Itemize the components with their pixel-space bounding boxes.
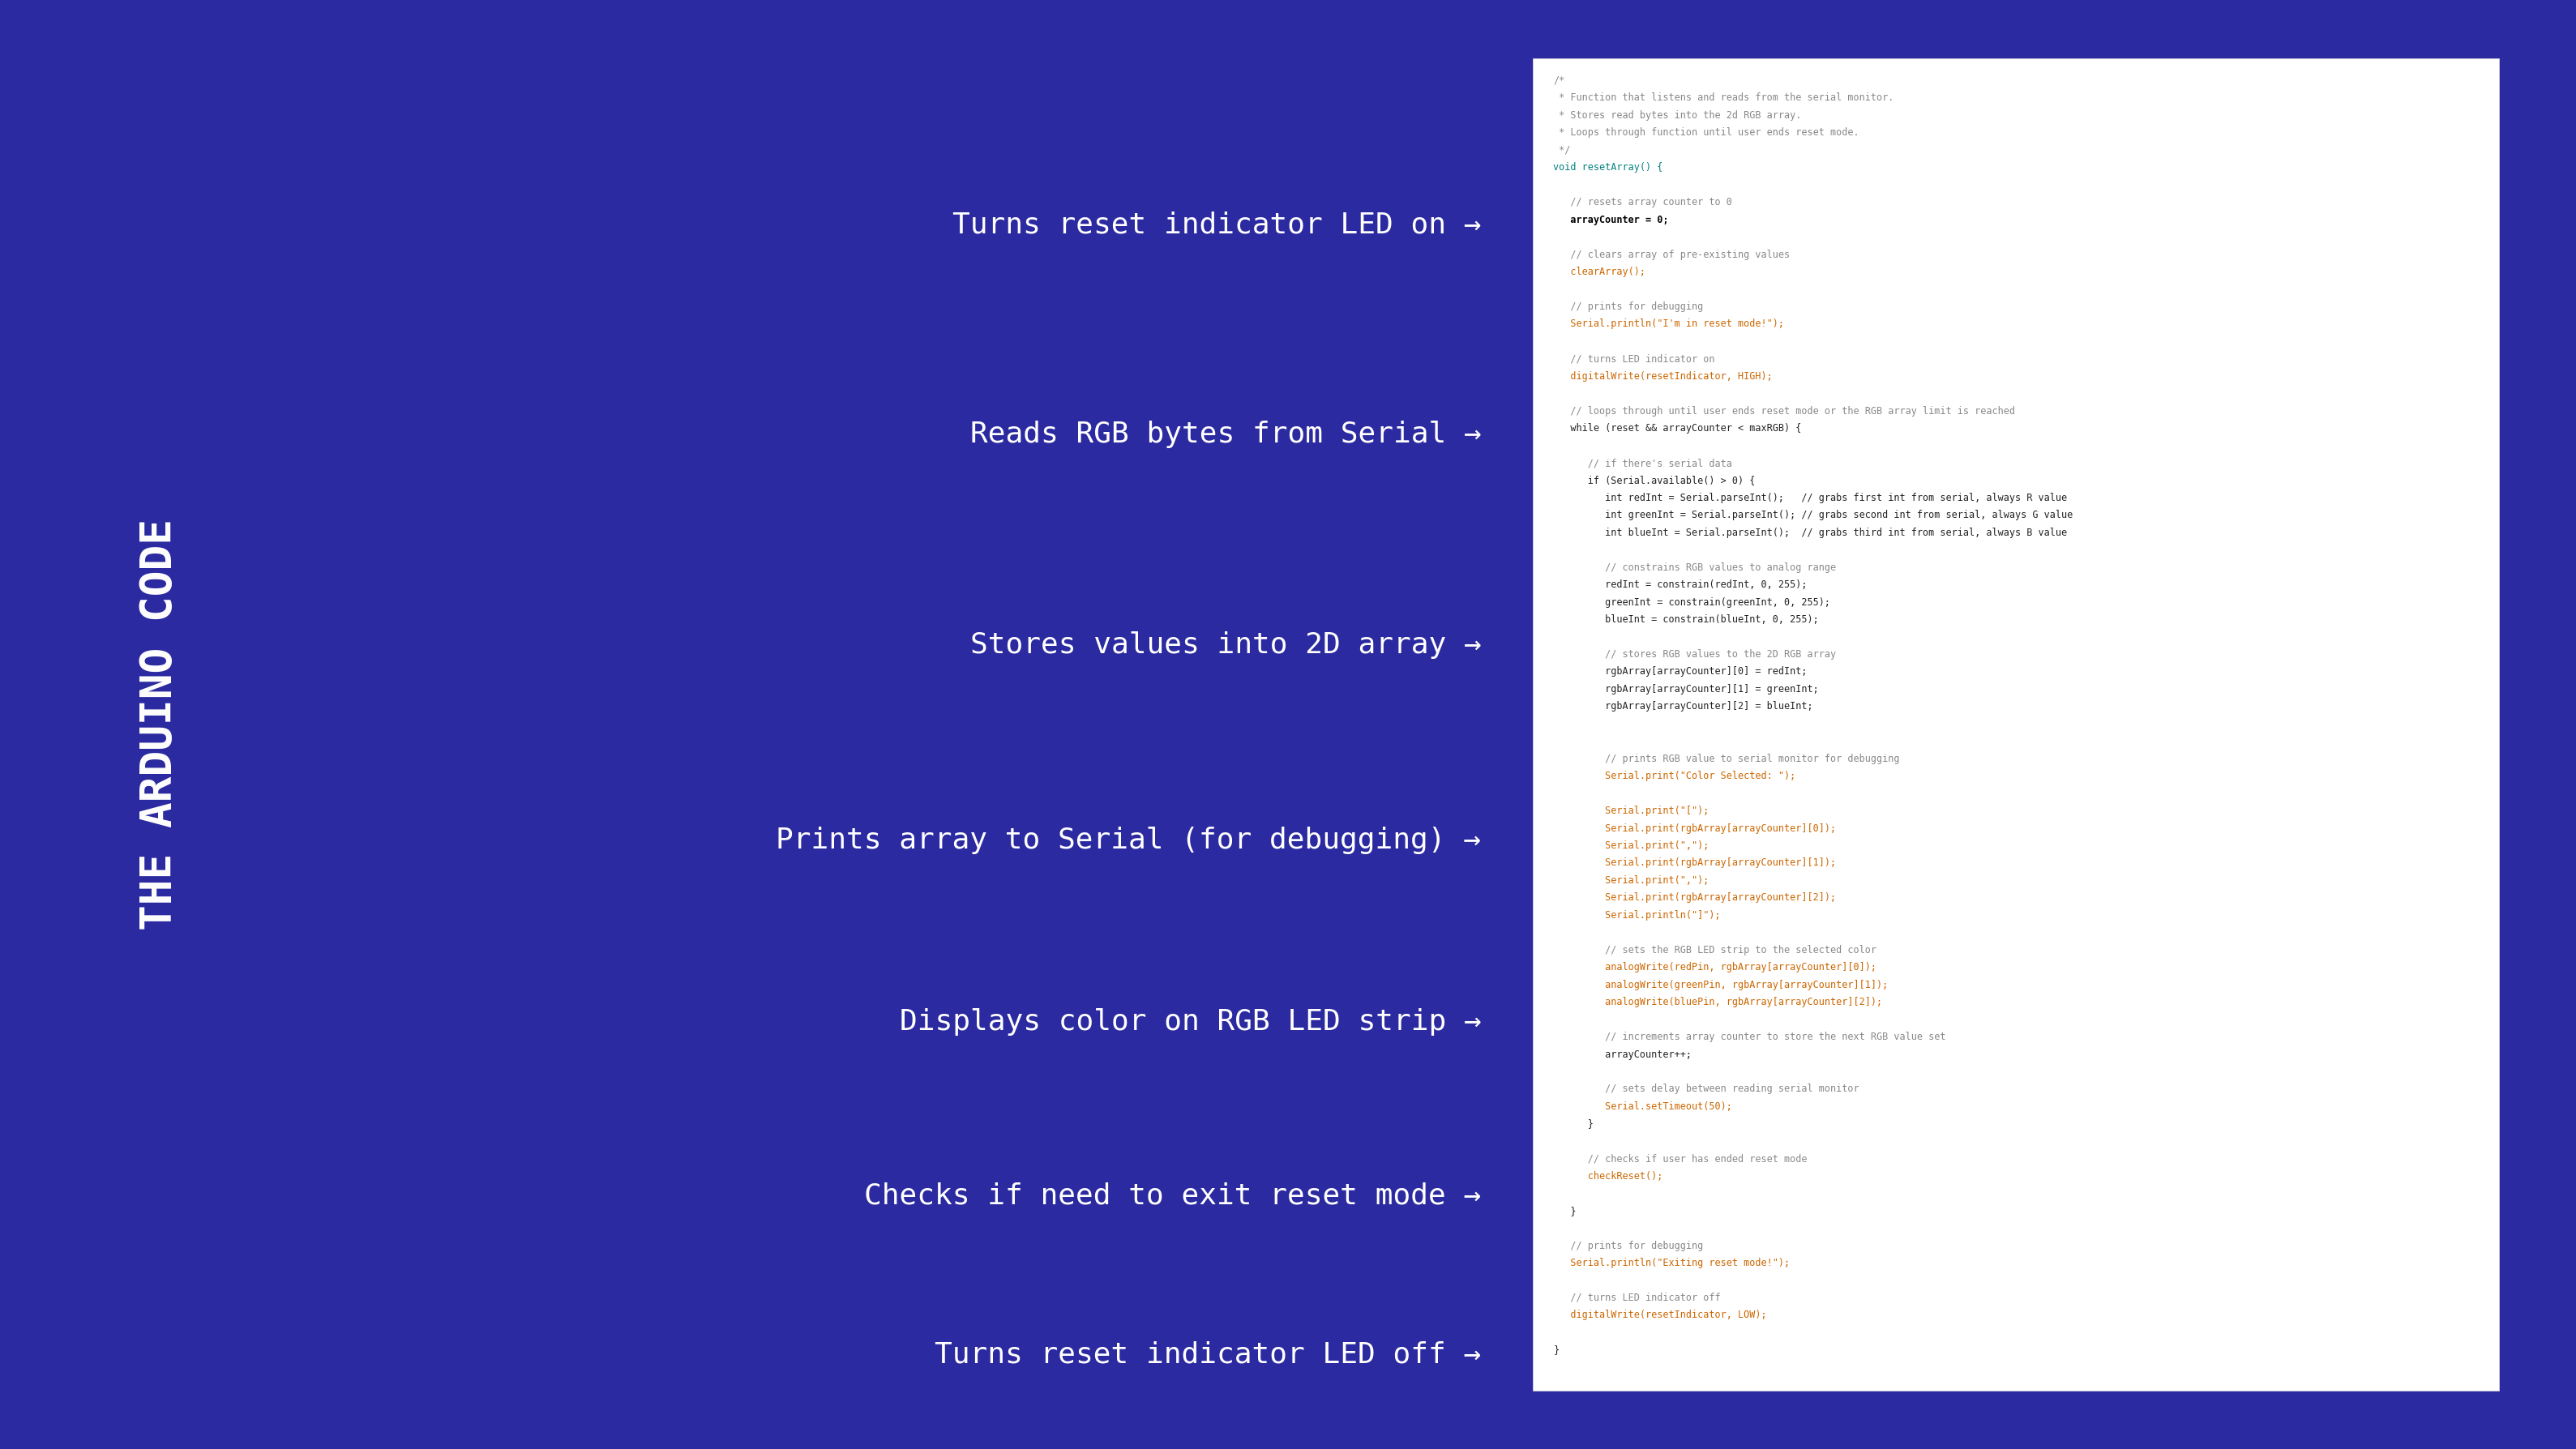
- Text: * Stores read bytes into the 2d RGB array.: * Stores read bytes into the 2d RGB arra…: [1553, 110, 1801, 120]
- Text: while (reset && arrayCounter < maxRGB) {: while (reset && arrayCounter < maxRGB) {: [1553, 423, 1801, 433]
- Text: // checks if user has ended reset mode: // checks if user has ended reset mode: [1553, 1153, 1808, 1164]
- Text: int redInt = Serial.parseInt();   // grabs first int from serial, always R value: int redInt = Serial.parseInt(); // grabs…: [1553, 493, 2069, 503]
- Text: // stores RGB values to the 2D RGB array: // stores RGB values to the 2D RGB array: [1553, 649, 1837, 659]
- Text: THE ARDUINO CODE: THE ARDUINO CODE: [139, 519, 180, 930]
- Text: }: }: [1553, 1119, 1595, 1129]
- Text: }: }: [1553, 1206, 1577, 1216]
- Text: Serial.print(rgbArray[arrayCounter][2]);: Serial.print(rgbArray[arrayCounter][2]);: [1553, 893, 1837, 903]
- Text: Checks if need to exit reset mode →: Checks if need to exit reset mode →: [863, 1181, 1481, 1210]
- Text: // clears array of pre-existing values: // clears array of pre-existing values: [1553, 249, 1790, 259]
- Text: */: */: [1553, 145, 1571, 155]
- Text: Serial.print(",");: Serial.print(",");: [1553, 840, 1710, 851]
- Text: // turns LED indicator off: // turns LED indicator off: [1553, 1293, 1721, 1303]
- Text: digitalWrite(resetIndicator, HIGH);: digitalWrite(resetIndicator, HIGH);: [1553, 371, 1772, 381]
- Text: Serial.print(rgbArray[arrayCounter][0]);: Serial.print(rgbArray[arrayCounter][0]);: [1553, 823, 1837, 833]
- Text: digitalWrite(resetIndicator, LOW);: digitalWrite(resetIndicator, LOW);: [1553, 1310, 1767, 1320]
- Text: blueInt = constrain(blueInt, 0, 255);: blueInt = constrain(blueInt, 0, 255);: [1553, 614, 1819, 625]
- Text: }: }: [1553, 1345, 1558, 1355]
- Text: Displays color on RGB LED strip →: Displays color on RGB LED strip →: [899, 1007, 1481, 1036]
- Text: // prints RGB value to serial monitor for debugging: // prints RGB value to serial monitor fo…: [1553, 753, 1901, 764]
- Text: Serial.print(",");: Serial.print(",");: [1553, 875, 1710, 885]
- Text: rgbArray[arrayCounter][1] = greenInt;: rgbArray[arrayCounter][1] = greenInt;: [1553, 684, 1819, 694]
- Text: * Loops through function until user ends reset mode.: * Loops through function until user ends…: [1553, 128, 1860, 138]
- Text: // prints for debugging: // prints for debugging: [1553, 301, 1703, 312]
- Text: int blueInt = Serial.parseInt();  // grabs third int from serial, always B value: int blueInt = Serial.parseInt(); // grab…: [1553, 527, 2069, 538]
- Text: Prints array to Serial (for debugging) →: Prints array to Serial (for debugging) →: [775, 826, 1481, 855]
- Text: // sets delay between reading serial monitor: // sets delay between reading serial mon…: [1553, 1084, 1860, 1094]
- Text: if (Serial.available() > 0) {: if (Serial.available() > 0) {: [1553, 475, 1754, 485]
- Text: Stores values into 2D array →: Stores values into 2D array →: [971, 630, 1481, 659]
- Text: Serial.setTimeout(50);: Serial.setTimeout(50);: [1553, 1101, 1734, 1111]
- Text: analogWrite(redPin, rgbArray[arrayCounter][0]);: analogWrite(redPin, rgbArray[arrayCounte…: [1553, 962, 1878, 972]
- Text: // turns LED indicator on: // turns LED indicator on: [1553, 354, 1716, 364]
- Text: rgbArray[arrayCounter][2] = blueInt;: rgbArray[arrayCounter][2] = blueInt;: [1553, 701, 1814, 711]
- Text: redInt = constrain(redInt, 0, 255);: redInt = constrain(redInt, 0, 255);: [1553, 580, 1808, 590]
- Text: /*: /*: [1553, 75, 1564, 85]
- FancyBboxPatch shape: [1533, 58, 2499, 1391]
- Text: // resets array counter to 0: // resets array counter to 0: [1553, 197, 1734, 207]
- Text: // prints for debugging: // prints for debugging: [1553, 1240, 1703, 1250]
- Text: Turns reset indicator LED off →: Turns reset indicator LED off →: [935, 1340, 1481, 1369]
- Text: clearArray();: clearArray();: [1553, 267, 1646, 277]
- Text: arrayCounter = 0;: arrayCounter = 0;: [1553, 214, 1669, 225]
- Text: * Function that listens and reads from the serial monitor.: * Function that listens and reads from t…: [1553, 93, 1893, 103]
- Text: // loops through until user ends reset mode or the RGB array limit is reached: // loops through until user ends reset m…: [1553, 406, 2014, 416]
- Text: Turns reset indicator LED on →: Turns reset indicator LED on →: [953, 210, 1481, 239]
- Text: int greenInt = Serial.parseInt(); // grabs second int from serial, always G valu: int greenInt = Serial.parseInt(); // gra…: [1553, 510, 2074, 520]
- Text: checkReset();: checkReset();: [1553, 1171, 1664, 1181]
- Text: Serial.print("Color Selected: ");: Serial.print("Color Selected: ");: [1553, 771, 1795, 781]
- Text: rgbArray[arrayCounter][0] = redInt;: rgbArray[arrayCounter][0] = redInt;: [1553, 667, 1808, 677]
- Text: // increments array counter to store the next RGB value set: // increments array counter to store the…: [1553, 1032, 1945, 1042]
- Text: Serial.println("]");: Serial.println("]");: [1553, 910, 1721, 920]
- Text: Serial.print("[");: Serial.print("[");: [1553, 806, 1710, 816]
- Text: Serial.println("I'm in reset mode!");: Serial.println("I'm in reset mode!");: [1553, 319, 1785, 329]
- Text: analogWrite(greenPin, rgbArray[arrayCounter][1]);: analogWrite(greenPin, rgbArray[arrayCoun…: [1553, 980, 1888, 990]
- Text: // constrains RGB values to analog range: // constrains RGB values to analog range: [1553, 562, 1837, 572]
- Text: Reads RGB bytes from Serial →: Reads RGB bytes from Serial →: [971, 420, 1481, 449]
- Text: Serial.print(rgbArray[arrayCounter][1]);: Serial.print(rgbArray[arrayCounter][1]);: [1553, 858, 1837, 868]
- Text: analogWrite(bluePin, rgbArray[arrayCounter][2]);: analogWrite(bluePin, rgbArray[arrayCount…: [1553, 997, 1883, 1007]
- Text: // sets the RGB LED strip to the selected color: // sets the RGB LED strip to the selecte…: [1553, 945, 1878, 955]
- Text: void resetArray() {: void resetArray() {: [1553, 162, 1664, 172]
- Text: arrayCounter++;: arrayCounter++;: [1553, 1049, 1692, 1059]
- Text: greenInt = constrain(greenInt, 0, 255);: greenInt = constrain(greenInt, 0, 255);: [1553, 597, 1832, 607]
- Text: Serial.println("Exiting reset mode!");: Serial.println("Exiting reset mode!");: [1553, 1258, 1790, 1268]
- Text: // if there's serial data: // if there's serial data: [1553, 458, 1734, 468]
